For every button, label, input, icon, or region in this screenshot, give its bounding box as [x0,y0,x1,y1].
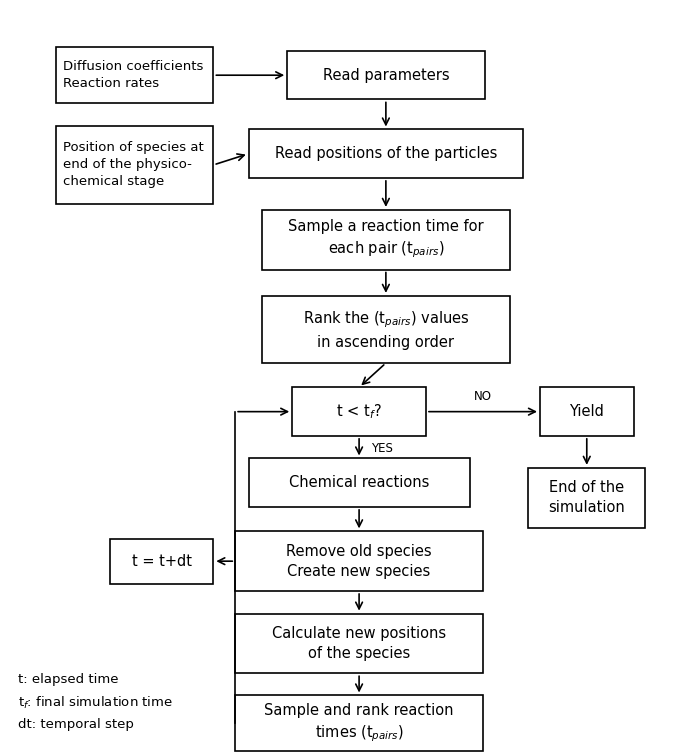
Text: Diffusion coefficients
Reaction rates: Diffusion coefficients Reaction rates [63,60,203,90]
FancyBboxPatch shape [110,539,214,584]
FancyBboxPatch shape [528,468,645,528]
Text: Position of species at
end of the physico-
chemical stage: Position of species at end of the physic… [63,141,203,188]
FancyBboxPatch shape [287,51,485,100]
FancyBboxPatch shape [249,129,523,178]
Text: Calculate new positions
of the species: Calculate new positions of the species [272,626,446,661]
Text: Sample a reaction time for
each pair (t$_{pairs}$): Sample a reaction time for each pair (t$… [288,219,483,260]
Text: Read positions of the particles: Read positions of the particles [275,146,497,161]
Text: YES: YES [371,442,393,455]
Text: Yield: Yield [570,404,604,419]
Text: t < t$_{f}$?: t < t$_{f}$? [336,402,382,421]
FancyBboxPatch shape [262,296,510,363]
Text: End of the
simulation: End of the simulation [549,480,625,515]
Text: NO: NO [474,389,492,403]
Text: Rank the (t$_{pairs}$) values
in ascending order: Rank the (t$_{pairs}$) values in ascendi… [302,309,469,349]
Text: Chemical reactions: Chemical reactions [289,476,429,490]
FancyBboxPatch shape [235,531,483,591]
FancyBboxPatch shape [235,696,483,751]
FancyBboxPatch shape [540,387,634,436]
FancyBboxPatch shape [292,387,426,436]
Text: Read parameters: Read parameters [323,68,450,82]
FancyBboxPatch shape [235,614,483,674]
Text: t: elapsed time
t$_{f}$: final simulation time
dt: temporal step: t: elapsed time t$_{f}$: final simulatio… [18,674,172,731]
FancyBboxPatch shape [56,125,214,204]
FancyBboxPatch shape [249,458,470,507]
Text: Sample and rank reaction
times (t$_{pairs}$): Sample and rank reaction times (t$_{pair… [264,703,454,744]
FancyBboxPatch shape [262,209,510,270]
Text: Remove old species
Create new species: Remove old species Create new species [286,544,432,578]
FancyBboxPatch shape [56,47,214,104]
Text: t = t+dt: t = t+dt [132,553,192,569]
